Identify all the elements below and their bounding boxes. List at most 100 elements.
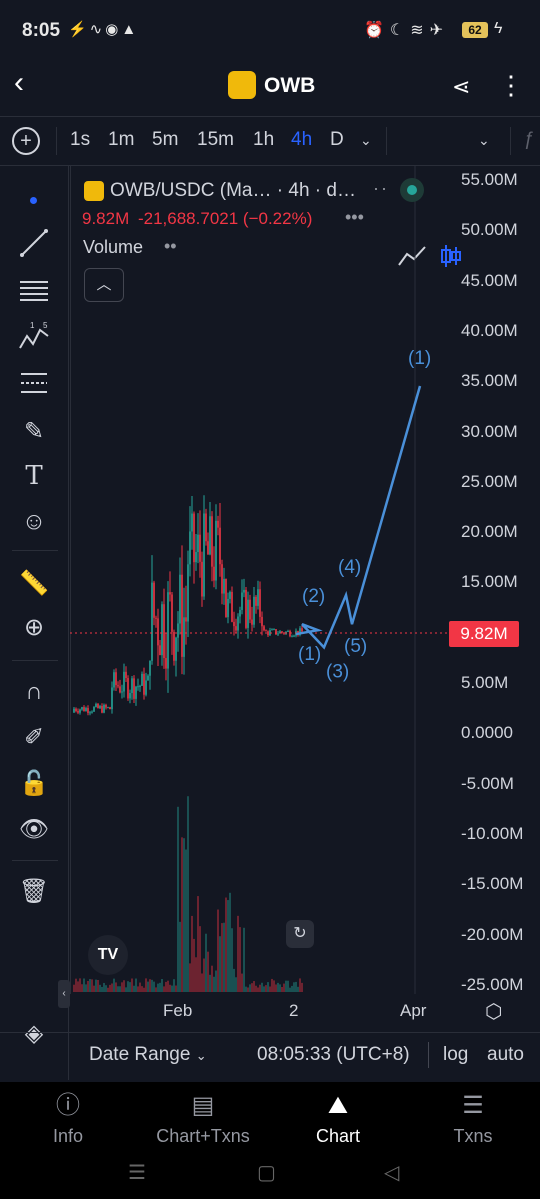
indicators-icon[interactable]: ƒ <box>524 129 535 150</box>
volume-bar <box>245 986 247 992</box>
chart-type-chevron-down-icon[interactable]: ⌄ <box>478 132 490 148</box>
volume-more-icon[interactable]: •• <box>164 236 177 256</box>
volume-bar <box>189 963 191 992</box>
volume-bar <box>121 982 123 992</box>
nav-chart[interactable]: ⛰ Chart <box>283 1090 393 1147</box>
back-button[interactable]: ‹ <box>14 66 24 99</box>
interval-d[interactable]: D <box>330 129 344 150</box>
volume-bar <box>155 987 157 992</box>
cursor-dot-icon[interactable] <box>30 197 37 204</box>
more-menu-icon[interactable]: ⋮ <box>498 70 524 100</box>
legend-title[interactable]: OWB/USDC (Ma… · 4h · d… <box>110 180 356 201</box>
nav-info[interactable]: ⓘ Info <box>13 1090 123 1147</box>
layers-icon[interactable]: ◈ <box>24 1020 44 1047</box>
interval-4h[interactable]: 4h <box>291 129 313 150</box>
volume-bar <box>297 986 299 992</box>
volume-bar <box>135 978 137 992</box>
fib-retracement-icon[interactable] <box>18 276 50 308</box>
collapse-legend-button[interactable]: ︿ <box>84 268 124 302</box>
candle-body <box>211 516 213 567</box>
trash-icon[interactable]: 🗑 <box>18 878 50 905</box>
nav-info-label: Info <box>52 1126 84 1146</box>
candle-body <box>247 599 249 628</box>
home-icon[interactable]: ▢ <box>257 1162 276 1184</box>
collapse-sidebar-button[interactable]: ‹ <box>58 980 70 1008</box>
volume-label[interactable]: Volume <box>83 237 144 257</box>
ruler-icon[interactable]: 📏 <box>19 570 49 597</box>
back-nav-icon[interactable]: ◁ <box>384 1162 400 1184</box>
volume-bar <box>271 978 273 992</box>
nav-txns[interactable]: ☰ Txns <box>418 1090 528 1147</box>
nav-chart-txns[interactable]: ▤ Chart+Txns <box>148 1090 258 1147</box>
candle-body <box>73 708 75 713</box>
auto-scale-toggle[interactable]: auto <box>487 1044 524 1065</box>
candle-body <box>153 582 155 618</box>
log-scale-toggle[interactable]: log <box>443 1044 469 1065</box>
volume-bar <box>149 979 151 992</box>
chart-settings-icon[interactable]: ⬡ <box>485 1001 503 1023</box>
volume-bar <box>79 978 81 992</box>
volume-bar <box>139 982 141 992</box>
volume-bar <box>267 982 269 992</box>
interval-1s[interactable]: 1s <box>70 129 91 150</box>
zoom-in-icon[interactable]: ⊕ <box>23 614 45 641</box>
candle-body <box>109 707 111 710</box>
interval-1m[interactable]: 1m <box>108 129 135 150</box>
volume-bar <box>165 981 167 992</box>
candles-layer <box>73 495 303 716</box>
price-tick: -20.00M <box>461 924 524 944</box>
price-chart[interactable]: (1) (2) (3) (4) (5) (1) <box>70 166 460 994</box>
trend-line-icon[interactable] <box>18 228 50 260</box>
recents-icon[interactable]: ☰ <box>128 1162 146 1184</box>
line-chart-icon[interactable] <box>398 245 426 272</box>
emoji-icon[interactable]: ☺ <box>21 508 47 535</box>
interval-1h[interactable]: 1h <box>253 129 275 150</box>
volume-bar <box>229 892 231 992</box>
split-view-icon: ▤ <box>191 1092 215 1119</box>
legend-more-icon[interactable]: ·· <box>373 178 389 198</box>
date-range-button[interactable]: Date Range ⌄ <box>89 1044 207 1066</box>
brush-icon[interactable]: ✎ <box>23 418 45 445</box>
projection-icon[interactable] <box>18 368 50 400</box>
tradingview-logo[interactable]: TV <box>88 935 128 975</box>
magnet-icon[interactable]: ∩ <box>25 678 43 705</box>
candle-body <box>111 687 113 710</box>
volume-bar <box>291 985 293 992</box>
reset-chart-button[interactable]: ↻ <box>286 920 314 948</box>
candle-body <box>171 594 173 632</box>
volume-bar <box>249 984 251 992</box>
unlock-icon[interactable]: 🔓 <box>19 770 49 797</box>
clock-timezone[interactable]: 08:05:33 (UTC+8) <box>257 1044 410 1065</box>
legend-values-more-icon[interactable]: ••• <box>345 207 364 227</box>
interval-15m[interactable]: 15m <box>197 129 234 150</box>
lock-drawing-icon[interactable]: ✐ <box>23 724 45 751</box>
text-tool-icon[interactable]: T <box>25 461 43 491</box>
interval-chevron-down-icon[interactable]: ⌄ <box>360 132 372 148</box>
volume-bar <box>235 977 237 992</box>
volume-bar <box>261 982 263 992</box>
candle-type-icon[interactable] <box>440 244 462 273</box>
candle-body <box>119 686 121 693</box>
add-indicator-button[interactable]: + <box>12 127 40 155</box>
price-tick: -5.00M <box>461 773 514 793</box>
visibility-icon[interactable]: 👁 <box>18 816 50 843</box>
volume-bar <box>83 978 85 992</box>
candle-body <box>105 704 107 708</box>
volume-bar <box>287 980 289 992</box>
interval-5m[interactable]: 5m <box>152 129 179 150</box>
candle-body <box>235 626 237 631</box>
candle-body <box>79 709 81 713</box>
volume-bar <box>253 981 255 992</box>
price-tick: -15.00M <box>461 874 524 894</box>
divider <box>428 1042 429 1068</box>
share-icon[interactable]: ⋖ <box>452 74 471 99</box>
volume-bar <box>107 987 109 992</box>
elliott-wave-path[interactable] <box>295 385 422 650</box>
candle-body <box>271 629 273 631</box>
candle-body <box>91 711 93 713</box>
divider <box>56 127 57 155</box>
candle-body <box>95 703 97 707</box>
time-axis[interactable] <box>70 994 540 1030</box>
candle-body <box>115 672 117 686</box>
